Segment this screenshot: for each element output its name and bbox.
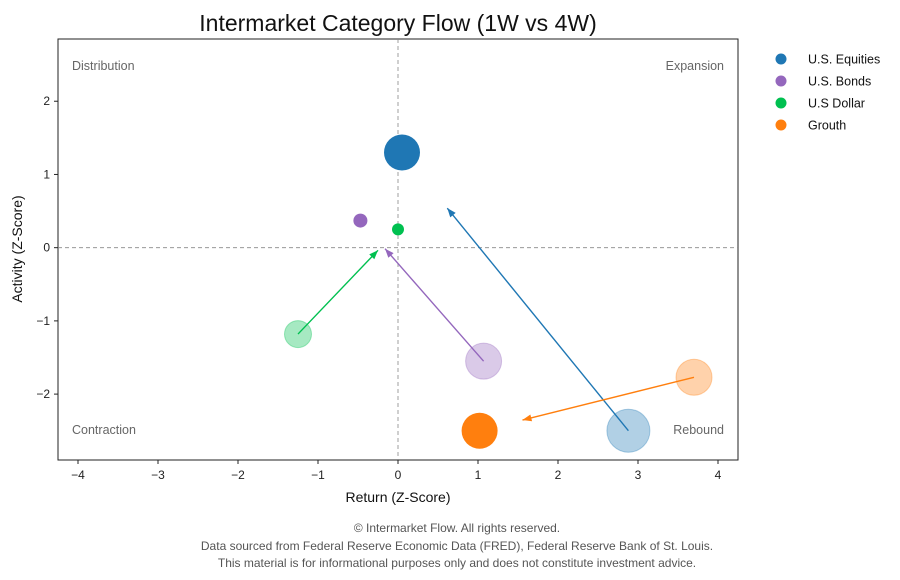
flow-arrow-head-1 xyxy=(385,248,394,258)
quadrant-label-bottom-right: Rebound xyxy=(673,423,724,437)
footer-copyright: © Intermarket Flow. All rights reserved. xyxy=(354,521,560,535)
x-tick-label: 2 xyxy=(555,468,562,482)
x-tick-label: −1 xyxy=(311,468,325,482)
legend-marker-1 xyxy=(775,75,787,87)
flow-arrow-head-3 xyxy=(522,414,533,422)
y-axis-label: Activity (Z-Score) xyxy=(9,195,25,302)
current-point-0 xyxy=(384,134,420,171)
legend-marker-3 xyxy=(775,119,787,131)
footer-source: Data sourced from Federal Reserve Econom… xyxy=(201,539,713,553)
y-tick-label: 0 xyxy=(43,241,50,255)
current-point-1 xyxy=(353,213,368,228)
x-tick-label: 1 xyxy=(475,468,482,482)
legend-label-0: U.S. Equities xyxy=(808,53,880,67)
x-tick-label: −4 xyxy=(71,468,85,482)
flow-arrow-line-1 xyxy=(384,248,485,362)
legend-marker-2 xyxy=(775,97,787,109)
current-point-2 xyxy=(392,223,404,236)
flow-arrow-line-0 xyxy=(446,207,629,432)
legend: U.S. Equities U.S. Bonds U.S Dollar Grouth xyxy=(775,53,880,133)
flow-arrow-line-2 xyxy=(297,249,379,335)
flow-arrow-head-0 xyxy=(447,208,456,218)
quadrant-label-top-left: Distribution xyxy=(72,59,135,73)
x-tick-label: 0 xyxy=(395,468,402,482)
y-tick-label: 1 xyxy=(43,167,50,181)
chart-title: Intermarket Category Flow (1W vs 4W) xyxy=(199,10,596,36)
quadrant-label-bottom-left: Contraction xyxy=(72,423,136,437)
legend-label-2: U.S Dollar xyxy=(808,97,865,111)
flow-arrow-head-2 xyxy=(369,250,378,260)
y-tick-label: −1 xyxy=(36,314,50,328)
x-tick-label: −3 xyxy=(151,468,165,482)
x-axis-label: Return (Z-Score) xyxy=(345,489,450,505)
y-tick-label: −2 xyxy=(36,387,50,401)
current-point-3 xyxy=(461,412,498,449)
legend-marker-0 xyxy=(775,53,787,65)
x-tick-label: 3 xyxy=(635,468,642,482)
quadrant-label-top-right: Expansion xyxy=(666,59,724,73)
plot-area: −4 −3 −2 −1 0 1 2 3 4 −2 −1 0 1 2 Distribution Expansio… xyxy=(36,38,739,482)
x-tick-label: 4 xyxy=(715,468,722,482)
legend-label-1: U.S. Bonds xyxy=(808,75,871,89)
flow-arrow-line-3 xyxy=(522,376,695,421)
x-tick-label: −2 xyxy=(231,468,245,482)
footer-disclaimer: This material is for informational purpo… xyxy=(218,556,696,570)
legend-label-3: Grouth xyxy=(808,119,846,133)
y-tick-label: 2 xyxy=(43,94,50,108)
